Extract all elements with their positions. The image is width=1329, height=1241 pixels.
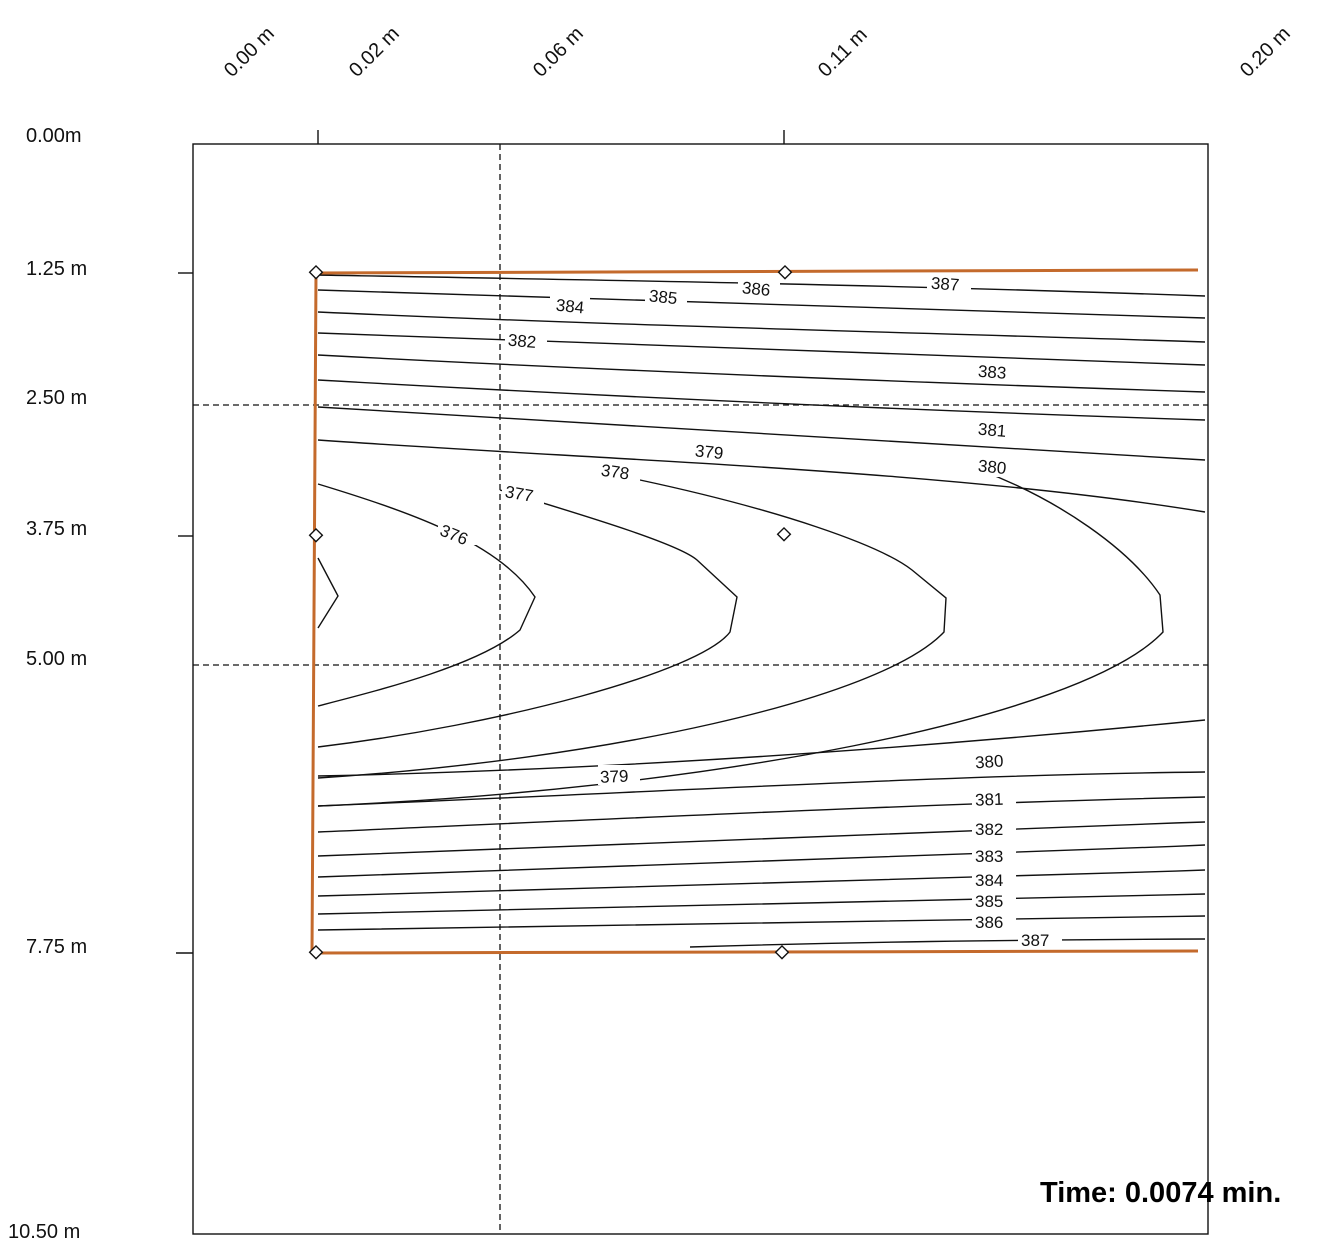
node-marker <box>308 527 324 543</box>
top-axis-label: 0.20 m <box>1236 23 1295 82</box>
node-marker <box>776 526 792 542</box>
contour-label: 386 <box>975 913 1003 932</box>
contour-label: 379 <box>694 441 724 463</box>
contour-label: 384 <box>555 296 585 318</box>
contour-label: 381 <box>975 790 1004 810</box>
top-axis-label: 0.00 m <box>220 23 279 82</box>
contour-label: 382 <box>507 331 537 352</box>
contour-line <box>317 557 339 629</box>
contour-line <box>317 915 1206 931</box>
contour-label: 387 <box>1021 931 1049 950</box>
node-marker <box>777 264 793 280</box>
node-marker <box>308 264 324 280</box>
top-axis-label: 0.02 m <box>345 23 404 82</box>
plot-frame <box>192 143 1209 1235</box>
side-axis-label: 1.25 m <box>26 258 87 280</box>
contour-lines <box>317 274 1206 948</box>
contour-line <box>317 771 1206 807</box>
side-axis-label: 3.75 m <box>26 518 87 540</box>
node-marker <box>308 944 324 960</box>
contour-label: 384 <box>975 871 1003 890</box>
top-axis-label: 0.11 m <box>814 24 872 82</box>
side-axis-label: 10.50 m <box>8 1221 80 1241</box>
contour-label: 379 <box>600 766 629 786</box>
side-axis-label: 2.50 m <box>26 387 87 409</box>
contour-label-group: 384 385 386 387 382 383 381 380 379 378 … <box>437 274 1062 950</box>
slab-boundary <box>310 268 1199 955</box>
contour-label: 385 <box>648 286 678 308</box>
contour-label: 377 <box>504 482 535 506</box>
contour-label: 381 <box>977 420 1007 441</box>
contour-label: 382 <box>975 820 1003 839</box>
contour-line <box>317 311 1206 343</box>
contour-label: 383 <box>975 847 1003 866</box>
contour-line <box>689 938 1206 948</box>
side-axis-label: 0.00m <box>26 125 82 147</box>
contour-label: 383 <box>977 362 1007 383</box>
contour-line <box>317 479 947 779</box>
contour-line <box>317 406 1206 461</box>
contour-line <box>317 893 1206 915</box>
contour-line <box>317 869 1206 897</box>
contour-line <box>317 379 1206 421</box>
side-axis-label: 7.75 m <box>26 936 87 958</box>
contour-label: 385 <box>975 892 1003 911</box>
contour-line <box>317 719 1206 777</box>
contour-label: 387 <box>930 274 960 295</box>
contour-line <box>317 844 1206 878</box>
contour-label: 380 <box>977 456 1007 478</box>
contour-label: 378 <box>600 461 631 484</box>
top-axis-label: 0.06 m <box>529 23 588 82</box>
contour-label: 380 <box>974 751 1004 772</box>
contour-line <box>317 483 536 707</box>
contour-line <box>317 439 1206 513</box>
contour-label: 386 <box>741 278 771 300</box>
contour-line <box>317 821 1206 857</box>
side-axis-label: 5.00 m <box>26 648 87 670</box>
contour-line <box>317 489 738 748</box>
node-marker <box>774 944 790 960</box>
contour-line <box>317 354 1206 393</box>
node-markers <box>308 264 793 960</box>
contour-line <box>317 796 1206 833</box>
time-readout: Time: 0.0074 min. <box>1040 1177 1281 1209</box>
